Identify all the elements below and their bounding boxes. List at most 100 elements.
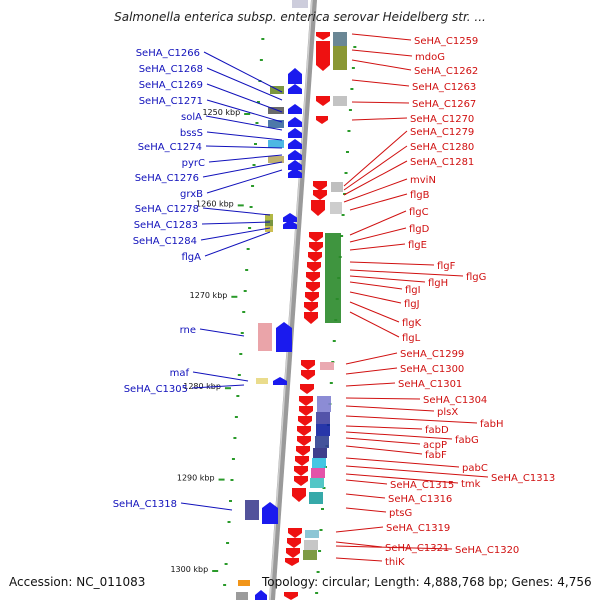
feature-block	[268, 156, 284, 163]
kbp-tick	[231, 295, 238, 298]
accession-label: Accession: NC_011083	[9, 575, 146, 589]
tick-mark	[347, 130, 351, 132]
gene-label-mviN: mviN	[410, 175, 436, 186]
tick-mark	[236, 395, 240, 397]
gene-leader-line	[345, 367, 398, 375]
tick-mark	[341, 214, 345, 216]
tick-mark	[255, 122, 259, 124]
reverse-gene-arrow	[316, 96, 330, 106]
gene-leader-line	[349, 269, 464, 277]
map-graphics: 1250 kbp 1260 kbp 1270 kbp 1280 kbp 1290 kbp…	[113, 0, 555, 600]
feature-block	[265, 220, 273, 226]
gene-leader-line	[345, 473, 459, 484]
topology-summary: Topology: circular; Length: 4,888,768 bp…	[262, 575, 592, 589]
gene-label-acpP: acpP	[423, 440, 447, 451]
reverse-gene-arrow	[306, 282, 320, 292]
gene-leader-line	[345, 425, 423, 430]
reverse-gene-arrow	[297, 426, 311, 436]
gene-label-SeHA_C1283: SeHA_C1283	[134, 220, 198, 231]
reverse-gene-arrow	[284, 592, 298, 600]
feature-block	[236, 592, 248, 600]
forward-gene-arrow	[288, 117, 302, 127]
gene-leader-line	[349, 281, 403, 290]
gene-label-SeHA_C1315: SeHA_C1315	[390, 480, 454, 491]
tick-mark	[226, 542, 230, 544]
feature-block	[325, 233, 341, 323]
gene-leader-line	[349, 291, 402, 304]
gene-label-SeHA_C1316: SeHA_C1316	[388, 494, 452, 505]
gene-label-SeHA_C1279: SeHA_C1279	[410, 127, 474, 138]
feature-block	[317, 396, 331, 412]
gene-label-ptsG: ptsG	[389, 508, 412, 519]
tick-mark	[256, 101, 260, 103]
reverse-gene-arrow	[287, 538, 301, 548]
tick-mark	[332, 340, 336, 342]
feature-block	[331, 182, 343, 192]
feature-block	[305, 530, 319, 538]
tick-mark	[319, 529, 323, 531]
gene-leader-line	[343, 178, 408, 203]
feature-block	[265, 226, 273, 232]
tick-mark	[251, 185, 255, 187]
gene-leader-line	[345, 457, 460, 468]
gene-leader-line	[208, 154, 283, 163]
gene-label-rne: rne	[180, 325, 196, 336]
sequence-backbone	[268, 0, 318, 600]
gene-leader-line	[343, 145, 408, 191]
gene-label-flgF: flgF	[437, 261, 456, 272]
tick-mark	[240, 332, 244, 334]
reverse-gene-arrow	[309, 242, 323, 252]
gene-label-flgK: flgK	[402, 318, 422, 329]
gene-leader-line	[343, 160, 408, 196]
gene-leader-line	[205, 145, 283, 149]
kbp-label: 1260 kbp	[196, 199, 234, 208]
feature-block	[311, 468, 325, 478]
gene-leader-line	[205, 115, 283, 131]
reverse-genes	[284, 32, 330, 600]
gene-leader-line	[351, 49, 413, 57]
gene-leader-line	[351, 33, 412, 41]
left-gene-labels: SeHA_C1266 SeHA_C1268 SeHA_C1269 SeHA_C1271…	[113, 48, 283, 511]
tick-mark	[233, 437, 237, 439]
forward-gene-arrow	[288, 128, 302, 138]
gene-label-flgL: flgL	[402, 333, 421, 344]
reverse-gene-arrow	[292, 488, 306, 502]
forward-gene-arrow	[288, 168, 302, 178]
gene-label-pabC: pabC	[462, 463, 488, 474]
gene-leader-line	[345, 352, 398, 365]
gene-label-SeHA_C1267: SeHA_C1267	[412, 99, 476, 110]
gene-label-fabF: fabF	[425, 450, 447, 461]
gene-label-fabG: fabG	[455, 435, 479, 446]
gene-label-SeHA_C1276: SeHA_C1276	[135, 173, 199, 184]
gene-label-flgI: flgI	[405, 285, 421, 296]
gene-label-tmk: tmk	[461, 479, 481, 490]
gene-label-pyrC: pyrC	[182, 158, 205, 169]
sequence-backbone-highlight	[269, 0, 313, 600]
gene-leader-line	[203, 51, 283, 93]
tick-mark	[245, 269, 249, 271]
tick-mark	[345, 151, 349, 153]
tick-mark	[242, 311, 246, 313]
gene-label-SeHA_C1320: SeHA_C1320	[455, 545, 519, 556]
gene-label-flgD: flgD	[409, 224, 430, 235]
gene-leader-line	[335, 526, 384, 533]
feature-block	[268, 140, 284, 148]
reverse-gene-arrow	[294, 466, 308, 476]
feature-block	[292, 0, 308, 8]
reverse-gene-arrow	[313, 181, 327, 191]
feature-blocks	[236, 0, 347, 600]
tick-mark	[253, 143, 257, 145]
gene-leader-line	[345, 479, 388, 485]
feature-block	[333, 46, 347, 70]
tick-mark	[252, 164, 256, 166]
gene-leader-line	[345, 382, 396, 387]
tick-mark	[340, 235, 344, 237]
tick-mark	[231, 458, 235, 460]
gene-leader-line	[349, 311, 400, 338]
gene-leader-line	[349, 301, 400, 323]
gene-label-flgC: flgC	[409, 207, 429, 218]
gene-leader-line	[345, 415, 478, 424]
feature-block	[330, 202, 342, 214]
gene-leader-line	[206, 67, 283, 101]
